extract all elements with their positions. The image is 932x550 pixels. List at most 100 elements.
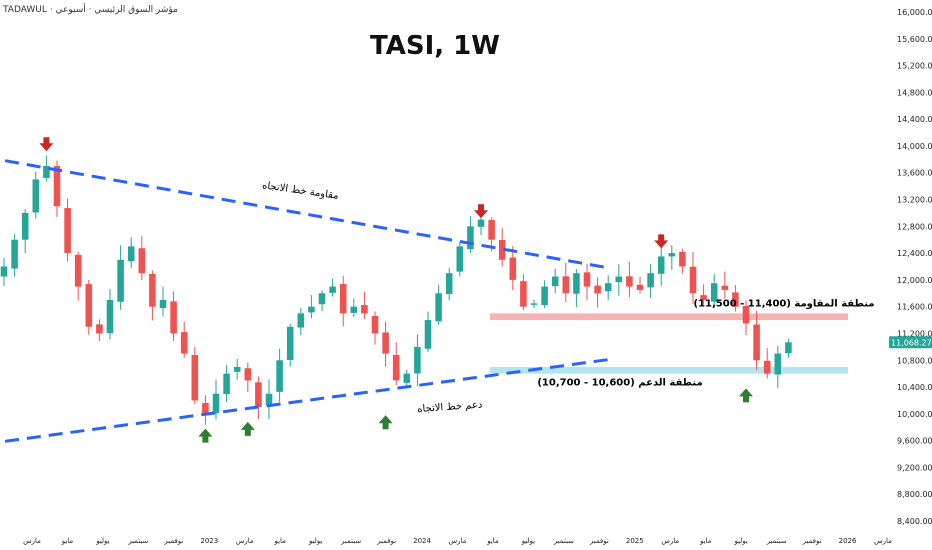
x-tick-label: 2024 <box>413 537 431 545</box>
x-tick-label: نوفمبر <box>376 537 396 545</box>
candle-body <box>668 253 676 257</box>
candle-body <box>700 295 707 300</box>
y-tick-label: 8,400.000 <box>897 517 932 526</box>
candle-body <box>541 286 548 306</box>
candle-body <box>382 332 389 354</box>
y-tick-label: 14,400.000 <box>897 115 932 124</box>
x-tick-label: نوفمبر <box>802 537 822 545</box>
candle-body <box>96 324 103 334</box>
candle-body <box>604 283 612 292</box>
candle-body <box>753 324 760 361</box>
chart-source-header: TADAWUL · مؤشر السوق الرئيسي · أسبوعي <box>3 5 178 15</box>
candle-body <box>435 293 442 322</box>
x-tick-label: 2023 <box>200 537 218 545</box>
support-zone <box>490 366 848 374</box>
candle-body <box>286 326 294 360</box>
candle-body <box>117 259 124 302</box>
candle-body <box>233 366 241 372</box>
arrow-up-icon <box>198 428 213 443</box>
candle-body <box>191 355 199 401</box>
candle-body <box>679 251 686 267</box>
candle-body <box>32 179 40 213</box>
x-tick-label: مايو <box>61 537 74 545</box>
y-tick-label: 9,200.000 <box>897 463 932 472</box>
arrow-up-icon <box>739 388 753 403</box>
resistance-zone <box>490 313 848 321</box>
x-tick-label: 2026 <box>839 537 857 545</box>
candle-body <box>127 246 135 262</box>
annotations-layer: مقاومة خط الاتجاه دعم خط الاتجاه منطقة الم… <box>261 180 874 415</box>
candle-body <box>488 220 495 240</box>
candle-body <box>403 373 411 383</box>
x-tick-label: مايو <box>273 537 286 545</box>
candle-body <box>785 342 792 354</box>
candle-body <box>626 276 633 287</box>
y-tick-label: 11,600.000 <box>897 303 932 312</box>
y-tick-label: 14,800.000 <box>897 88 932 97</box>
x-tick-label: مارس <box>236 537 254 545</box>
y-tick-label: 12,400.000 <box>897 249 932 258</box>
x-tick-label: يوليو <box>521 537 535 545</box>
candle-body <box>64 208 71 254</box>
candle-body <box>149 274 156 307</box>
candle-body <box>85 284 93 327</box>
candle-body <box>562 276 570 294</box>
x-tick-label: يوليو <box>95 537 109 545</box>
candle-body <box>594 285 601 294</box>
x-tick-label: نوفمبر <box>163 537 183 545</box>
chart-title: TASI, 1W <box>370 31 500 61</box>
candle-body <box>573 273 580 294</box>
candle-body <box>742 305 750 324</box>
markers-layer <box>39 137 753 443</box>
y-tick-label: 12,000.000 <box>897 276 932 285</box>
last-price-badge <box>889 336 932 349</box>
candle-body <box>350 306 358 313</box>
candle-body <box>530 303 538 305</box>
candle-body <box>477 219 485 227</box>
y-tick-label: 13,200.000 <box>897 196 932 205</box>
candles-layer <box>0 155 792 425</box>
candle-body <box>371 315 379 334</box>
y-tick-label: 8,800.000 <box>897 490 932 499</box>
candle-body <box>445 273 453 295</box>
candle-body <box>392 355 400 381</box>
y-tick-label: 11,200.000 <box>897 329 932 338</box>
arrow-down-icon <box>39 137 54 152</box>
x-tick-label: سبتمبر <box>553 537 574 545</box>
candle-body <box>265 393 273 406</box>
candle-body <box>520 281 527 307</box>
candle-body <box>318 293 326 305</box>
x-tick-label: سبتمبر <box>340 537 361 545</box>
candle-body <box>498 239 506 260</box>
arrow-up-icon <box>240 421 255 436</box>
candle-body <box>551 276 559 287</box>
x-axis: مارس مايو يوليو سبتمبر نوفمبر 2023 مارس مايو يول… <box>23 537 892 545</box>
resistance-trendline-label: مقاومة خط الاتجاه <box>261 180 339 202</box>
candle-body <box>615 276 623 283</box>
zones-layer <box>490 313 848 374</box>
x-tick-label: يوليو <box>733 537 747 545</box>
candle-body <box>159 299 167 309</box>
candle-body <box>467 226 474 250</box>
support-trendline <box>4 358 609 443</box>
candle-body <box>11 239 18 269</box>
candle-body <box>361 305 368 314</box>
candle-body <box>763 360 771 374</box>
trendlines-layer <box>4 159 609 443</box>
candle-body <box>74 254 82 287</box>
candle-body <box>276 360 283 392</box>
y-tick-label: 10,000.000 <box>897 410 932 419</box>
candle-body <box>424 320 432 349</box>
arrow-up-icon <box>378 415 393 430</box>
arrow-down-icon <box>654 234 669 249</box>
candle-body <box>509 257 517 280</box>
y-tick-label: 9,600.000 <box>897 437 932 446</box>
candle-body <box>774 353 782 375</box>
resistance-trendline <box>4 159 609 270</box>
candle-body <box>202 402 209 414</box>
x-tick-label: مارس <box>874 537 892 545</box>
y-tick-label: 15,600.000 <box>897 35 932 44</box>
x-tick-label: مايو <box>486 537 499 545</box>
candle-body <box>710 283 718 302</box>
